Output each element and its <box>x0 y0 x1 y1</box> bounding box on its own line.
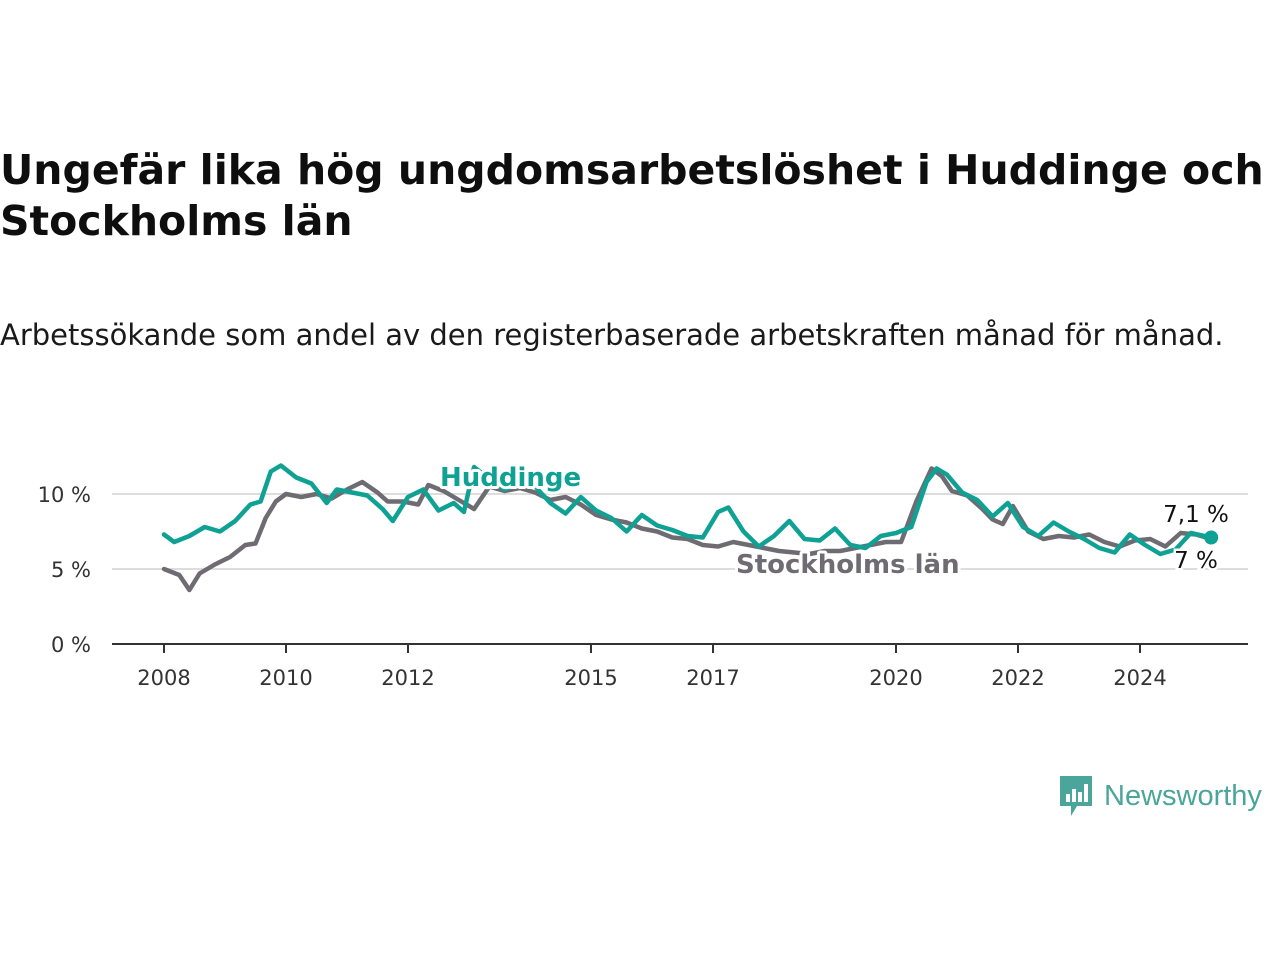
y-tick-label: 10 % <box>38 483 91 507</box>
line-chart: 0 %5 %10 % 2008 2010 2012 2015 2017 2020 2022 2… <box>38 460 1248 690</box>
newsworthy-brand: Newsworthy <box>1058 772 1262 820</box>
x-tick-label: 2010 <box>259 666 312 690</box>
x-tick-label: 2017 <box>686 666 739 690</box>
gridlines: 0 % 5 % 10 % <box>38 483 1248 657</box>
x-axis: 2008 2010 2012 2015 2017 2020 2022 2024 <box>112 643 1248 690</box>
chart-title: Ungefär lika hög ungdomsarbetslöshet i H… <box>0 146 1264 245</box>
x-tick-label: 2012 <box>381 666 434 690</box>
x-tick-label: 2008 <box>137 666 190 690</box>
y-tick-label: 5 % <box>51 558 91 582</box>
x-tick-label: 2020 <box>869 666 922 690</box>
newsworthy-logo-icon <box>1060 776 1092 816</box>
series-name-label: Huddinge <box>440 463 581 493</box>
series-labels: Huddinge Stockholms län 7,1 % 7 % <box>437 460 1231 583</box>
series-end-label: 7 % <box>1174 548 1218 574</box>
series-lines <box>161 463 1214 593</box>
x-tick-label: 2024 <box>1113 666 1166 690</box>
series-line <box>161 463 1214 557</box>
y-tick-label: 0 % <box>51 633 91 657</box>
chart-subtitle: Arbetssökande som andel av den registerb… <box>0 318 1224 352</box>
series-end-label: 7,1 % <box>1163 502 1229 528</box>
series-end-point <box>1204 530 1219 545</box>
series-line <box>161 466 1214 593</box>
brand-name: Newsworthy <box>1104 779 1262 812</box>
series-name-label: Stockholms län <box>736 550 960 580</box>
x-tick-label: 2022 <box>991 666 1044 690</box>
x-tick-label: 2015 <box>564 666 617 690</box>
